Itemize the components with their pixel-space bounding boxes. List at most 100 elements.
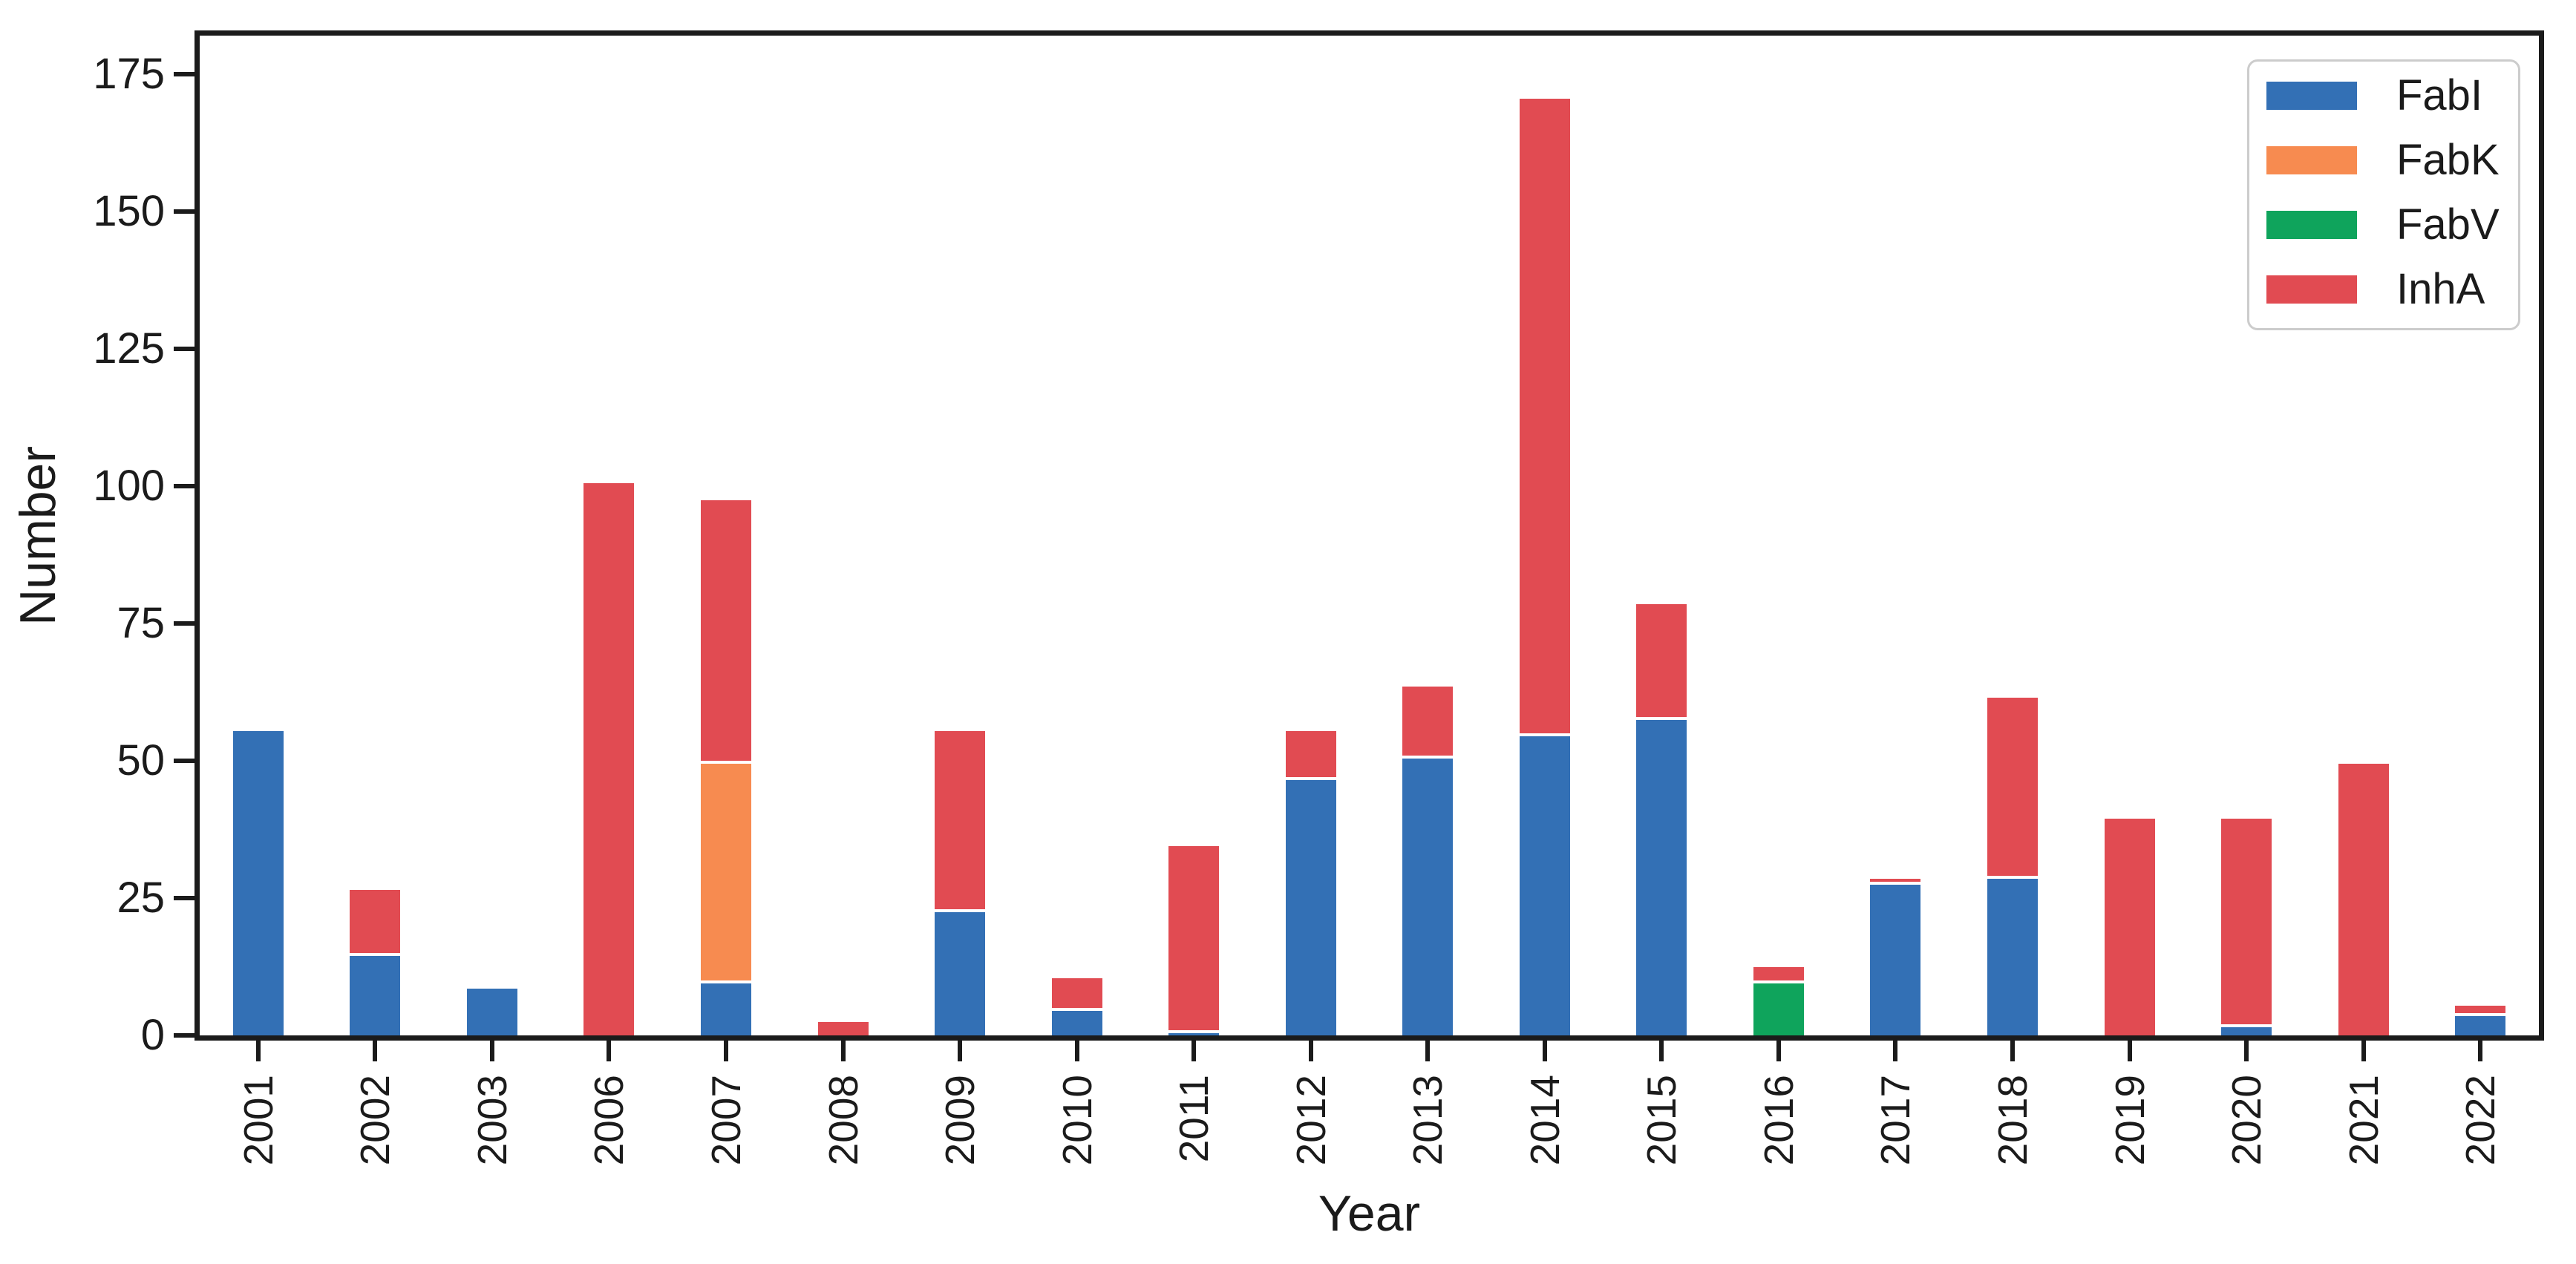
x-tick-mark [2127,1041,2132,1061]
y-tick-label: 125 [93,324,165,373]
x-tick-label: 2008 [820,1075,866,1166]
y-tick-mark [174,620,194,626]
x-tick-mark [958,1041,963,1061]
bar-segment [697,760,754,980]
legend-swatch-icon [2266,275,2357,304]
y-tick-mark [174,346,194,351]
bar-segment [1750,980,1807,1035]
x-tick-label: 2019 [2106,1075,2153,1166]
legend-swatch-icon [2266,82,2357,110]
y-tick-mark [174,895,194,900]
bar-segment [1282,777,1339,1035]
bar-segment [2218,1024,2275,1035]
bar-segment [347,887,404,953]
y-tick-label: 25 [117,873,165,922]
legend: FabI FabK FabV InhA [2247,59,2520,330]
x-tick-mark [1074,1041,1079,1061]
legend-item-InhA: InhA [2266,268,2485,311]
y-tick-label: 0 [140,1011,165,1059]
legend-label: FabK [2396,136,2500,184]
x-tick-mark [1776,1041,1781,1061]
x-tick-label: 2017 [1872,1075,1919,1166]
x-tick-label: 2014 [1521,1075,1568,1166]
x-tick-label: 2011 [1170,1075,1217,1163]
bar-segment [2335,760,2392,1035]
bar-segment [932,908,989,1035]
x-tick-mark [255,1041,261,1061]
bar-segment [347,952,404,1035]
bar-segment [1399,755,1457,1035]
legend-label: InhA [2396,265,2485,313]
x-tick-label: 2018 [1989,1075,2036,1166]
x-tick-label: 2003 [468,1075,515,1166]
bar-segment [2101,815,2158,1035]
x-tick-mark [2478,1041,2483,1061]
bar-segment [1633,716,1690,1035]
x-tick-label: 2001 [235,1075,281,1166]
bar-segment [1166,842,1223,1030]
y-tick-label: 75 [117,598,165,647]
y-tick-label: 150 [93,186,165,235]
bar-segment [1166,1029,1223,1035]
bar-segment [1867,876,1924,882]
y-tick-mark [174,71,194,76]
bar-segment [2452,1013,2509,1035]
x-tick-mark [1425,1041,1431,1061]
bar-segment [1048,975,1105,1008]
legend-item-FabV: FabV [2266,203,2500,246]
bar-segment [1282,727,1339,778]
legend-item-FabI: FabI [2266,74,2482,117]
legend-swatch-icon [2266,146,2357,174]
y-tick-mark [174,209,194,214]
bar-segment [2218,815,2275,1025]
x-tick-mark [1893,1041,1898,1061]
y-tick-mark [174,1033,194,1038]
x-tick-label: 2020 [2223,1075,2269,1166]
legend-swatch-icon [2266,211,2357,239]
x-tick-mark [2010,1041,2016,1061]
bar-segment [229,727,287,1035]
x-tick-mark [723,1041,728,1061]
x-tick-mark [1308,1041,1313,1061]
y-tick-mark [174,758,194,763]
bar-segment [581,480,638,1035]
x-tick-label: 2013 [1405,1075,1451,1166]
y-tick-label: 175 [93,49,165,98]
x-tick-label: 2012 [1287,1075,1334,1166]
y-tick-mark [174,483,194,488]
x-axis-title: Year [1318,1185,1421,1242]
x-tick-mark [1659,1041,1664,1061]
bar-segment [1516,733,1573,1035]
x-tick-mark [840,1041,846,1061]
bar-segment [697,497,754,761]
x-tick-label: 2016 [1755,1075,1802,1166]
bar-segment [932,727,989,909]
legend-label: FabV [2396,200,2500,249]
legend-item-FabK: FabK [2266,139,2500,182]
x-tick-mark [1191,1041,1197,1061]
x-tick-mark [2244,1041,2249,1061]
x-tick-mark [607,1041,612,1061]
bar-segment [1633,601,1690,717]
bar-segment [2452,1002,2509,1014]
x-tick-label: 2007 [702,1075,749,1166]
x-tick-label: 2006 [586,1075,632,1166]
bar-segment [1984,876,2041,1035]
x-tick-label: 2009 [936,1075,983,1166]
bar-segment [1750,963,1807,980]
bar-segment [1399,684,1457,756]
bar-segment [814,1018,872,1035]
x-tick-mark [373,1041,378,1061]
x-tick-label: 2015 [1638,1075,1685,1166]
x-tick-label: 2010 [1053,1075,1100,1166]
x-tick-label: 2021 [2340,1075,2387,1166]
legend-label: FabI [2396,71,2483,119]
bar-segment [463,986,520,1035]
y-tick-label: 100 [93,461,165,510]
bar-segment [697,980,754,1035]
x-tick-mark [489,1041,494,1061]
x-tick-label: 2002 [352,1075,399,1166]
bar-segment [1048,1007,1105,1035]
